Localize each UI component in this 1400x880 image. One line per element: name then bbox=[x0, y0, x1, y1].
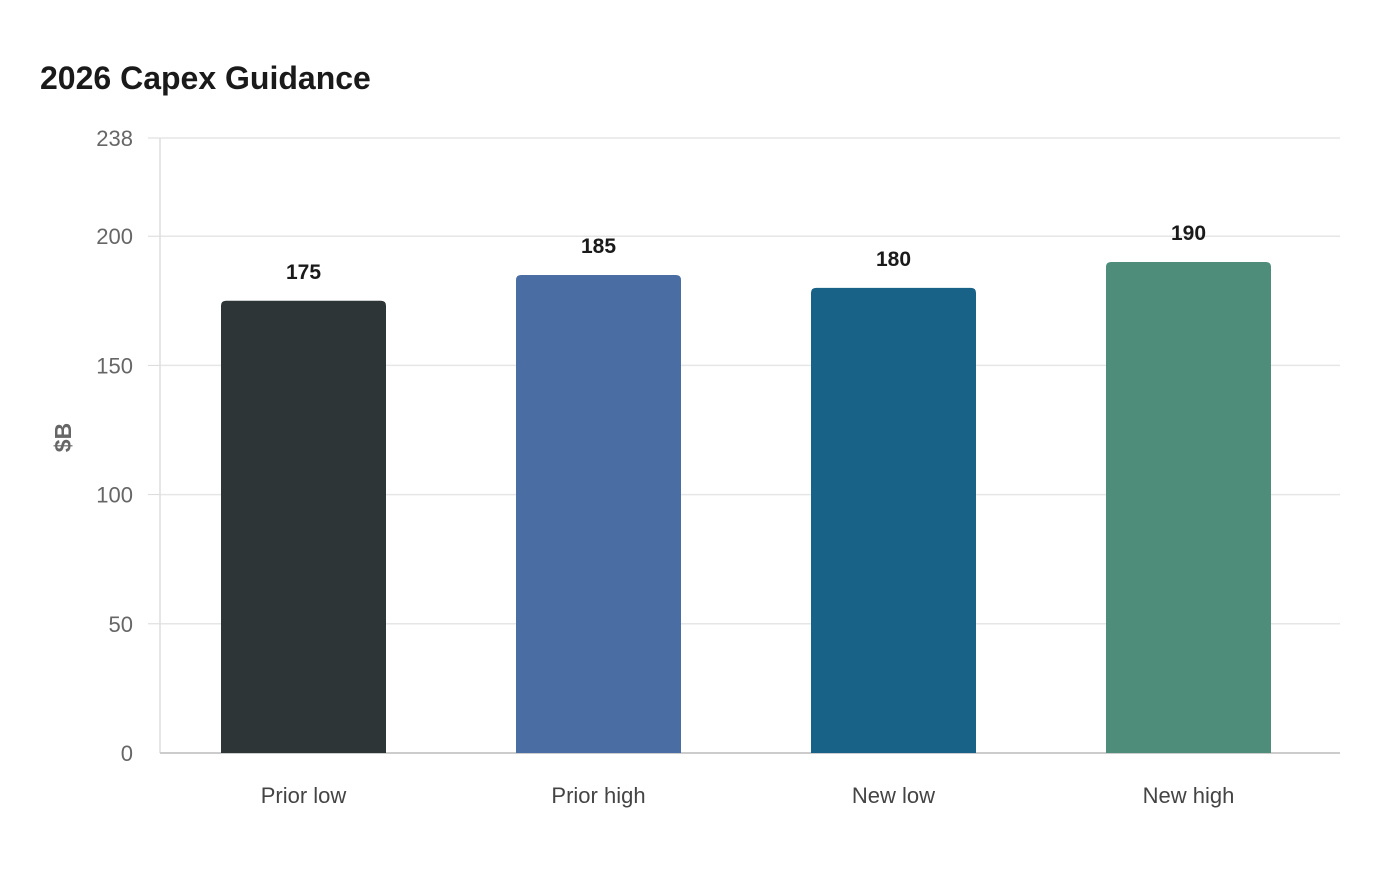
labels: 0 50 100 150 200 238 175 Prior low 185 Prior high… bbox=[50, 126, 1234, 808]
y-tick-label: 50 bbox=[109, 612, 133, 637]
y-tick-label: 100 bbox=[96, 483, 133, 508]
x-tick-label: Prior high bbox=[551, 783, 645, 808]
x-tick-label: New high bbox=[1143, 783, 1235, 808]
data-label: 175 bbox=[286, 261, 321, 284]
bars bbox=[221, 262, 1271, 753]
y-tick-label: 238 bbox=[96, 126, 133, 151]
data-label: 190 bbox=[1171, 222, 1206, 245]
bar bbox=[811, 287, 976, 753]
bar bbox=[516, 274, 681, 753]
chart-title: 2026 Capex Guidance bbox=[40, 60, 371, 96]
x-tick-label: Prior low bbox=[261, 783, 347, 808]
y-tick-label: 150 bbox=[96, 353, 133, 378]
x-tick-label: New low bbox=[852, 783, 935, 808]
y-axis-title: $B bbox=[50, 423, 76, 452]
data-label: 185 bbox=[581, 235, 616, 258]
data-label: 180 bbox=[876, 248, 911, 271]
y-tick-label: 0 bbox=[121, 741, 133, 766]
bar bbox=[221, 300, 386, 753]
bar bbox=[1106, 262, 1271, 753]
y-tick-label: 200 bbox=[96, 224, 133, 249]
